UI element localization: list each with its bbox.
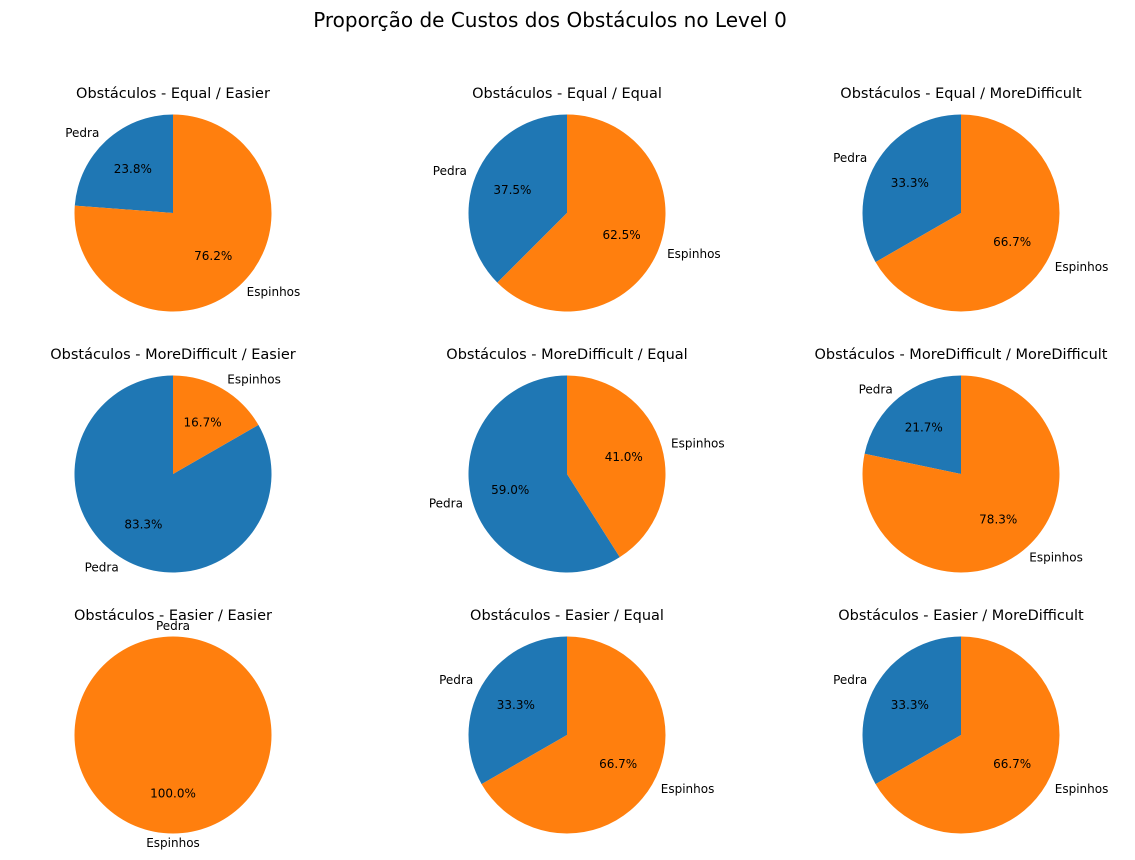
- slice-label: Pedra: [85, 560, 119, 574]
- pie-chart: Obstáculos - Equal / Equal 37.5% Pedra 62.5…: [433, 86, 721, 312]
- pie-chart: Obstáculos - MoreDifficult / MoreDifficu…: [815, 347, 1108, 573]
- percent-label: 21.7%: [905, 421, 943, 435]
- pie-slice-espinhos: [74, 636, 271, 833]
- percent-label: 33.3%: [891, 176, 929, 190]
- slice-label: Espinhos: [146, 836, 200, 850]
- pie-chart: Obstáculos - Easier / Equal 33.3% Pedra 66.…: [439, 608, 714, 834]
- pie-title: Obstáculos - MoreDifficult / Equal: [446, 347, 687, 363]
- pie-title: Obstáculos - MoreDifficult / Easier: [50, 347, 295, 363]
- percent-label: 66.7%: [993, 235, 1031, 249]
- percent-label: 83.3%: [124, 518, 162, 532]
- percent-label: 37.5%: [493, 183, 531, 197]
- percent-label: 33.3%: [497, 698, 535, 712]
- pie-title: Obstáculos - MoreDifficult / MoreDifficu…: [815, 347, 1108, 363]
- slice-label: Espinhos: [1055, 260, 1109, 274]
- figure-title: Proporção de Custos dos Obstáculos no Le…: [313, 8, 787, 32]
- pie-grid: Obstáculos - Equal / Easier 23.8% Pedra 76.…: [50, 86, 1108, 850]
- pie-title: Obstáculos - Equal / Equal: [472, 86, 662, 102]
- pie-chart: Obstáculos - Equal / MoreDifficult 33.3% P…: [833, 86, 1108, 311]
- slice-label: Pedra: [65, 126, 99, 140]
- slice-label: Pedra: [833, 151, 867, 165]
- slice-label: Espinhos: [1055, 782, 1109, 796]
- percent-label: 41.0%: [605, 450, 643, 464]
- pie-chart: Obstáculos - MoreDifficult / Easier 83.3%…: [50, 347, 295, 574]
- pie-chart: Obstáculos - Easier / Easier0.0%Pedra100…: [74, 608, 272, 850]
- percent-label: 62.5%: [603, 228, 641, 242]
- pie-title: Obstáculos - Easier / MoreDifficult: [838, 608, 1084, 624]
- slice-label: Espinhos: [661, 782, 715, 796]
- slice-label: Espinhos: [227, 373, 281, 387]
- slice-label: Pedra: [156, 619, 190, 633]
- percent-label: 16.7%: [184, 415, 222, 429]
- percent-label: 100.0%: [150, 787, 196, 801]
- slice-label: Espinhos: [247, 285, 301, 299]
- pie-title: Obstáculos - Easier / Equal: [470, 608, 664, 624]
- slice-label: Pedra: [429, 497, 463, 511]
- slice-label: Pedra: [433, 164, 467, 178]
- pie-chart: Obstáculos - Equal / Easier 23.8% Pedra 76.…: [65, 86, 300, 312]
- slice-label: Espinhos: [667, 247, 721, 261]
- pie-title: Obstáculos - Equal / Easier: [76, 86, 270, 102]
- slice-label: Pedra: [833, 673, 867, 687]
- percent-label: 23.8%: [114, 162, 152, 176]
- pie-chart: Obstáculos - MoreDifficult / Equal 59.0% P…: [429, 347, 725, 573]
- slice-label: Espinhos: [1029, 551, 1083, 565]
- pie-chart: Obstáculos - Easier / MoreDifficult 33.3%…: [833, 608, 1108, 833]
- slice-label: Pedra: [859, 382, 893, 396]
- percent-label: 33.3%: [891, 698, 929, 712]
- percent-label: 66.7%: [599, 757, 637, 771]
- slice-label: Espinhos: [671, 436, 725, 450]
- percent-label: 76.2%: [194, 249, 232, 263]
- percent-label: 66.7%: [993, 757, 1031, 771]
- slice-label: Pedra: [439, 673, 473, 687]
- percent-label: 78.3%: [979, 512, 1017, 526]
- percent-label: 59.0%: [491, 483, 529, 497]
- pie-title: Obstáculos - Equal / MoreDifficult: [840, 86, 1082, 102]
